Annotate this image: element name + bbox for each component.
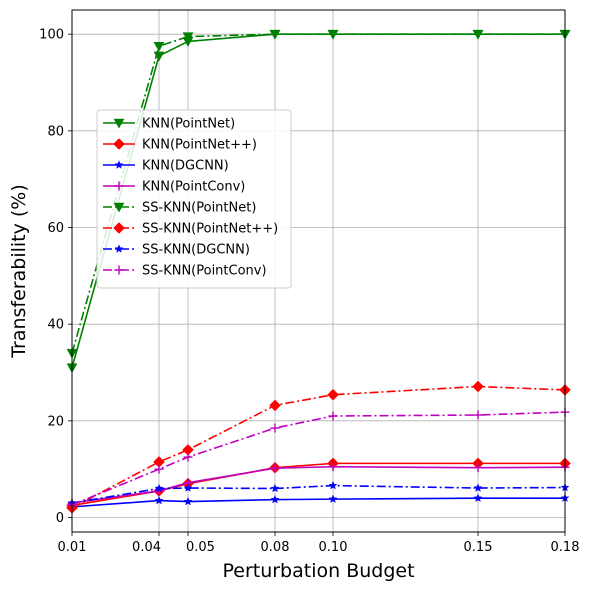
marker-triangle: [113, 118, 125, 129]
marker-diamond: [113, 138, 125, 150]
legend-label: KNN(PointNet): [142, 117, 235, 132]
legend-entry: SS-KNN(DGCNN): [103, 243, 250, 258]
legend-entry: SS-KNN(PointNet++): [103, 222, 278, 237]
marker-star: [114, 160, 124, 169]
marker-triangle: [269, 29, 281, 40]
y-axis-title: Transferability (%): [8, 184, 30, 359]
marker-star: [183, 483, 193, 492]
marker-star: [154, 483, 164, 493]
legend-entry: SS-KNN(PointNet): [103, 201, 256, 216]
series-line: [71, 385, 566, 509]
legend: KNN(PointNet) KNN(PointNet++) KNN(DGCNN) KN…: [96, 109, 292, 289]
legend-entry: KNN(DGCNN): [103, 159, 229, 174]
axis-ticks: 0.01 0.04 0.05 0.08 0.10 0.15 0.18 0 20 40 60 80 100: [39, 28, 579, 555]
marker-star: [183, 496, 193, 506]
marker-star: [154, 495, 164, 505]
x-tick-label: 0.15: [464, 540, 493, 555]
y-tick-label: 0: [56, 511, 64, 526]
marker-star: [473, 483, 483, 492]
legend-entry: KNN(PointNet++): [103, 138, 257, 153]
marker-triangle: [153, 42, 165, 52]
y-tick-label: 40: [47, 318, 64, 333]
x-tick-label: 0.18: [551, 540, 580, 555]
x-tick-label: 0.05: [186, 540, 215, 555]
legend-entry: KNN(PointConv): [103, 180, 245, 195]
legend-label: SS-KNN(DGCNN): [142, 243, 250, 258]
marker-star: [270, 483, 280, 493]
x-tick-label: 0.08: [261, 540, 290, 555]
series-line: [71, 497, 565, 508]
marker-star: [114, 244, 124, 253]
marker-star: [328, 480, 338, 490]
x-tick-label: 0.10: [319, 540, 348, 555]
legend-entry: KNN(PointNet): [103, 117, 235, 132]
marker-diamond: [113, 222, 125, 234]
series-line: [71, 484, 566, 504]
legend-label: KNN(PointNet++): [142, 138, 257, 153]
y-tick-label: 80: [47, 124, 64, 139]
plot-frame: [71, 9, 566, 533]
marker-triangle: [327, 29, 339, 40]
legend-label: SS-KNN(PointConv): [142, 264, 267, 279]
x-tick-label: 0.04: [132, 540, 161, 555]
x-tick-label: 0.01: [58, 540, 87, 555]
marker-triangle: [472, 29, 484, 40]
legend-label: SS-KNN(PointNet++): [142, 222, 278, 237]
x-axis-title: Perturbation Budget: [222, 560, 414, 582]
y-tick-label: 20: [47, 414, 64, 429]
marker-diamond: [472, 380, 484, 393]
marker-diamond: [269, 399, 281, 412]
series-KNN(PointNet++): [66, 457, 571, 512]
legend-label: SS-KNN(PointNet): [142, 201, 256, 216]
marker-triangle: [113, 202, 125, 213]
marker-diamond: [327, 388, 339, 401]
marker-star: [473, 493, 483, 503]
y-tick-label: 60: [47, 221, 64, 236]
y-tick-label: 100: [39, 28, 64, 43]
series-KNN(DGCNN): [67, 493, 570, 511]
series-KNN(PointConv): [67, 462, 570, 508]
legend-label: KNN(PointConv): [142, 180, 245, 195]
marker-star: [270, 494, 280, 504]
plot-series: [66, 29, 571, 514]
legend-box: [96, 109, 292, 289]
legend-entry: SS-KNN(PointConv): [103, 264, 267, 279]
marker-star: [328, 494, 338, 503]
marker-triangle: [182, 32, 194, 43]
legend-label: KNN(DGCNN): [142, 159, 229, 174]
